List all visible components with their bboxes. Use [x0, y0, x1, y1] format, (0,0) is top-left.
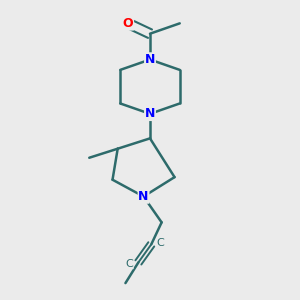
Text: O: O	[123, 17, 133, 30]
Text: N: N	[145, 107, 155, 120]
Text: N: N	[145, 53, 155, 66]
Text: N: N	[138, 190, 149, 203]
Text: C: C	[157, 238, 164, 248]
Text: C: C	[125, 259, 133, 269]
